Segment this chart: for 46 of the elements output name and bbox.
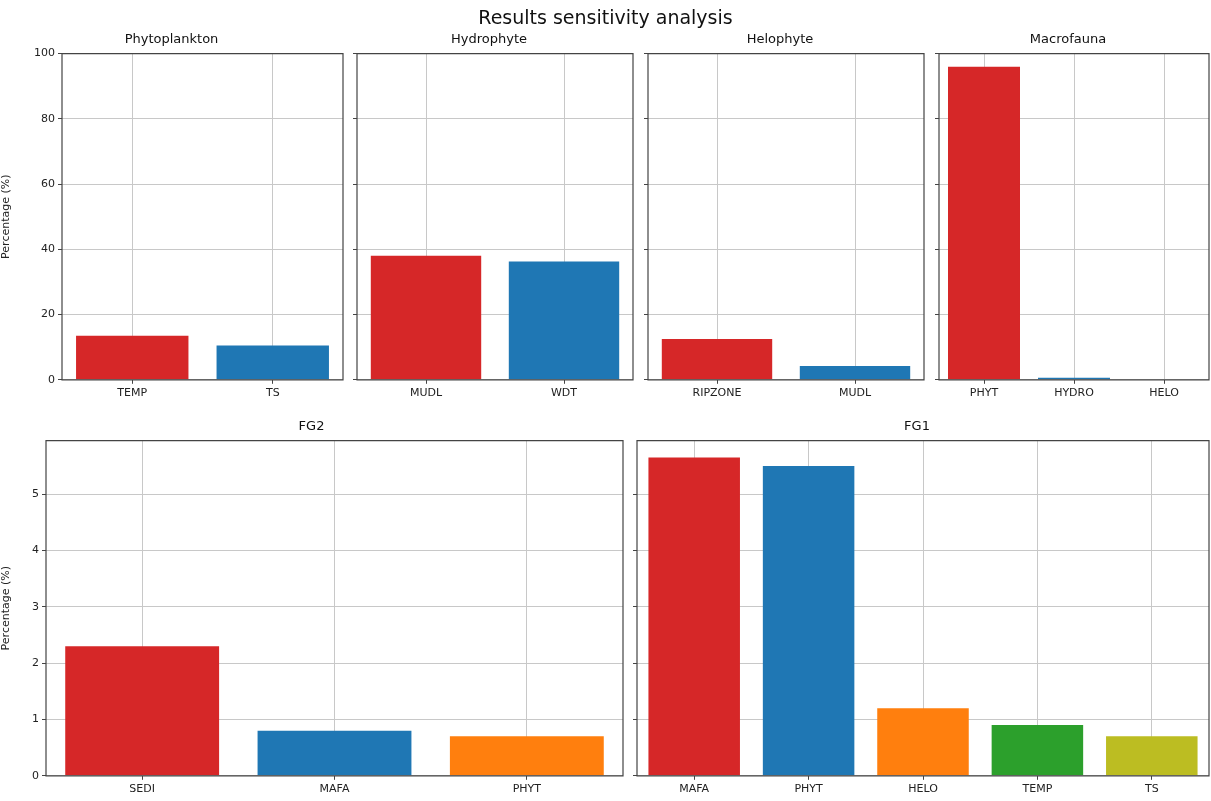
y-tick-label: 100 <box>34 46 55 60</box>
chart-title: Phytoplankton <box>124 31 219 47</box>
x-tick-label: RIPZONE <box>692 386 742 400</box>
x-tick-label: HYDRO <box>1054 386 1095 400</box>
y-tick-label: 0 <box>32 768 39 782</box>
x-tick-label: HELO <box>908 782 939 796</box>
bar <box>648 457 740 776</box>
x-tick-label: MAFA <box>319 782 350 796</box>
x-tick-label: MAFA <box>679 782 710 796</box>
x-tick-label: PHYT <box>794 782 824 796</box>
x-tick-label: TEMP <box>116 386 148 400</box>
x-tick-label: MUDL <box>838 386 872 400</box>
bar <box>65 646 220 776</box>
y-tick-label: 60 <box>41 176 55 190</box>
x-tick-label: TS <box>264 386 280 400</box>
y-tick-label: 0 <box>48 372 55 386</box>
x-tick-label: TS <box>1143 782 1159 796</box>
y-tick-label: 2 <box>32 655 39 669</box>
y-axis-title: Percentage (%) <box>0 565 13 651</box>
bar <box>877 708 969 776</box>
x-tick-label: PHYT <box>512 782 542 796</box>
chart-title: Helophyte <box>746 31 814 47</box>
bar <box>449 736 604 776</box>
chart-title: Macrofauna <box>1029 31 1107 47</box>
x-tick-label: TEMP <box>1021 782 1053 796</box>
y-tick-label: 4 <box>32 543 39 557</box>
y-tick-label: 1 <box>32 712 39 726</box>
bar <box>257 730 412 776</box>
bar <box>1106 736 1198 776</box>
chart-title: Hydrophyte <box>450 31 528 47</box>
y-tick-label: 20 <box>41 307 55 321</box>
y-axis-title: Percentage (%) <box>0 174 13 259</box>
y-tick-label: 3 <box>32 599 39 613</box>
x-tick-label: HELO <box>1149 386 1180 400</box>
x-tick-label: PHYT <box>969 386 999 400</box>
chart-title: FG2 <box>298 418 325 434</box>
x-tick-label: MUDL <box>409 386 443 400</box>
chart-title: FG1 <box>904 418 930 434</box>
y-tick-label: 5 <box>32 486 39 500</box>
x-tick-label: SEDI <box>129 782 155 796</box>
y-tick-label: 80 <box>41 111 55 125</box>
text: Results sensitivity analysis <box>477 6 734 28</box>
bar <box>762 465 855 776</box>
y-tick-label: 40 <box>41 242 55 256</box>
x-tick-label: WDT <box>550 386 578 400</box>
bar <box>991 725 1084 776</box>
